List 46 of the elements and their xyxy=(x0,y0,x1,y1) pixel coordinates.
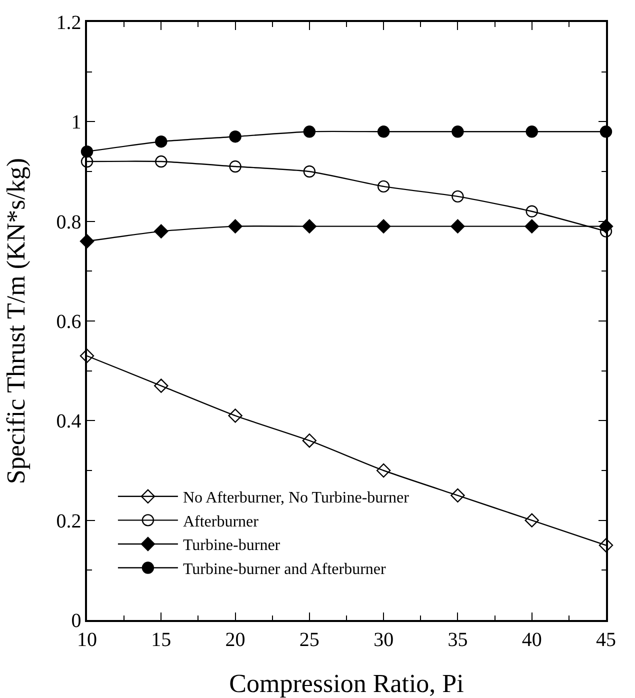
point xyxy=(376,219,391,234)
point xyxy=(154,378,168,393)
point xyxy=(80,155,94,168)
point xyxy=(303,165,316,178)
x-tick-label: 15 xyxy=(151,628,172,651)
y-tick-label: 0.2 xyxy=(56,510,82,532)
point xyxy=(376,463,391,478)
x-tick-label: 45 xyxy=(596,628,616,651)
point xyxy=(450,219,465,234)
point xyxy=(450,488,465,503)
x-tick-label: 35 xyxy=(448,628,468,651)
point xyxy=(155,155,168,168)
y-tick-label: 0.4 xyxy=(56,410,82,433)
x-tick-label: 25 xyxy=(299,628,320,651)
legend-label: Afterburner xyxy=(182,513,260,530)
y-tick-label: 1.2 xyxy=(56,12,82,34)
point xyxy=(303,126,316,138)
point xyxy=(228,408,242,423)
x-tick-label: 30 xyxy=(374,628,394,651)
x-tick-label: 20 xyxy=(225,628,246,651)
y-axis-title: Specific Thrust T/m (KN*s/kg) xyxy=(2,158,30,484)
x-axis-title: Compression Ratio, Pi xyxy=(229,669,464,698)
point xyxy=(524,219,539,234)
legend-label: No Afterburner, No Turbine-burner xyxy=(182,490,410,507)
point xyxy=(377,180,390,193)
point xyxy=(155,136,168,148)
point xyxy=(229,130,242,143)
y-tick-label: 1 xyxy=(71,112,82,134)
point xyxy=(228,219,242,234)
point xyxy=(524,513,539,528)
point xyxy=(452,190,464,203)
point xyxy=(154,224,168,238)
x-tick-label: 40 xyxy=(522,628,542,651)
point xyxy=(377,126,390,138)
point xyxy=(526,126,538,138)
point xyxy=(452,126,464,138)
y-tick-label: 0.6 xyxy=(56,311,82,333)
legend-label: Turbine-burner xyxy=(182,537,281,554)
point xyxy=(526,205,538,218)
point xyxy=(80,348,94,363)
legend-label: Turbine-burner and Afterburner xyxy=(182,561,387,578)
point xyxy=(302,219,317,234)
point xyxy=(598,538,614,552)
point xyxy=(229,160,242,173)
point xyxy=(302,434,317,448)
y-tick-label: 0.8 xyxy=(56,211,82,234)
